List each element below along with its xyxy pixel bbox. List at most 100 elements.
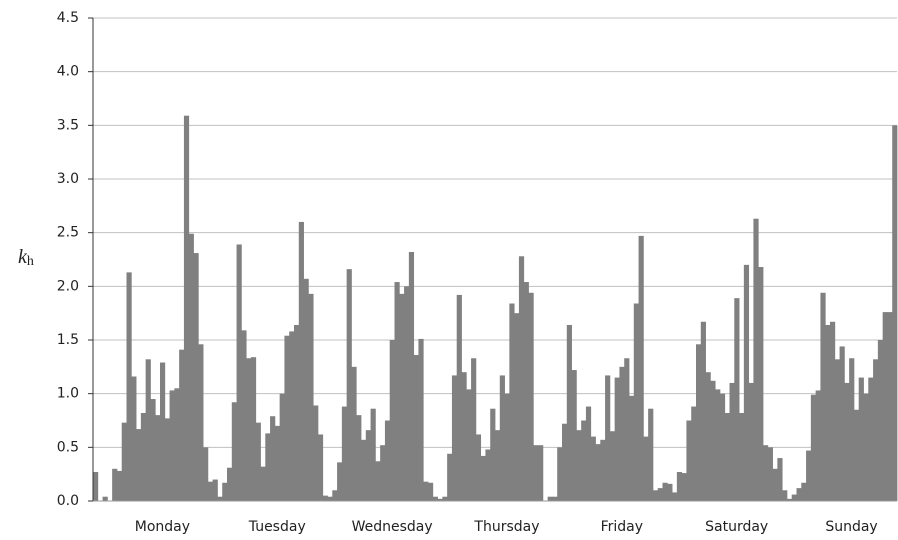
bar <box>466 389 472 501</box>
bar <box>270 416 276 501</box>
bar <box>638 235 644 502</box>
y-label-sub: h <box>27 254 34 269</box>
y-tick-label: 4.5 <box>57 10 79 26</box>
x-tick-label: Friday <box>601 519 643 535</box>
bar <box>174 388 180 501</box>
bar <box>289 331 295 501</box>
bar <box>676 472 683 501</box>
bar <box>447 453 453 501</box>
y-tick-label: 2.5 <box>57 225 79 241</box>
bar <box>882 312 888 501</box>
y-tick-label: 3.5 <box>57 117 79 133</box>
bar <box>686 420 692 501</box>
bar <box>317 434 324 501</box>
bar <box>250 357 257 501</box>
bar <box>619 366 625 501</box>
bar <box>380 445 386 501</box>
bar <box>332 490 338 501</box>
bar <box>155 415 161 501</box>
bar <box>461 372 467 501</box>
bar <box>408 251 415 501</box>
bar <box>136 429 142 501</box>
bar <box>341 406 348 501</box>
bar <box>605 375 611 501</box>
bar <box>246 358 252 501</box>
bar <box>772 468 778 501</box>
bar <box>337 462 343 501</box>
y-axis-label: kh <box>18 246 34 270</box>
bar <box>160 362 166 501</box>
bar <box>576 430 582 501</box>
bar <box>370 408 376 501</box>
bar <box>150 399 156 501</box>
bar <box>193 253 199 501</box>
bar <box>375 461 381 501</box>
bar <box>528 292 534 501</box>
bar <box>442 496 448 501</box>
bar <box>719 393 726 501</box>
bar <box>432 496 438 501</box>
bar <box>729 382 735 501</box>
bar <box>595 444 601 501</box>
bar <box>858 377 864 501</box>
bar <box>188 233 194 502</box>
bar <box>830 321 836 501</box>
bar <box>495 430 501 501</box>
bar <box>222 482 228 501</box>
bar <box>227 467 233 501</box>
x-tick-label: Saturday <box>705 519 768 535</box>
bar <box>566 324 572 501</box>
bar <box>600 439 606 501</box>
x-tick-label: Monday <box>135 519 190 535</box>
bar <box>456 294 462 501</box>
x-tick-label: Tuesday <box>248 519 306 535</box>
bar <box>198 344 204 501</box>
bar <box>284 335 290 501</box>
bar <box>451 375 458 501</box>
bar <box>399 293 405 501</box>
y-tick-label: 4.0 <box>57 64 79 80</box>
bar <box>93 472 99 501</box>
bar <box>552 496 558 501</box>
bar <box>255 422 261 501</box>
bar <box>633 303 639 501</box>
bar <box>294 324 300 501</box>
bar <box>538 445 544 501</box>
bar <box>763 445 769 501</box>
bar <box>609 431 616 501</box>
bar <box>672 492 678 501</box>
bar <box>102 496 108 501</box>
bar <box>179 349 185 501</box>
bar <box>404 286 410 501</box>
bar <box>739 412 745 501</box>
bar <box>691 406 697 501</box>
bar <box>279 393 285 501</box>
bar <box>480 455 486 501</box>
bar <box>322 495 328 501</box>
bar <box>217 496 223 501</box>
bar <box>585 406 592 501</box>
bar <box>696 344 702 501</box>
bar <box>810 394 817 501</box>
bar <box>428 482 434 501</box>
bar <box>815 390 821 501</box>
bar <box>777 458 783 501</box>
bar <box>231 402 237 501</box>
bar <box>533 445 539 501</box>
y-tick-label: 3.0 <box>57 171 79 187</box>
bar <box>557 447 563 501</box>
bar <box>327 496 333 501</box>
bar <box>724 412 730 501</box>
bar <box>791 494 797 501</box>
bar <box>298 221 304 501</box>
bar <box>475 434 482 501</box>
bar <box>839 346 845 501</box>
bar <box>715 389 721 501</box>
bar <box>892 125 898 501</box>
bar <box>121 422 127 501</box>
bar <box>212 479 218 501</box>
bar <box>753 218 759 502</box>
bar <box>207 481 214 501</box>
bar <box>490 408 496 501</box>
